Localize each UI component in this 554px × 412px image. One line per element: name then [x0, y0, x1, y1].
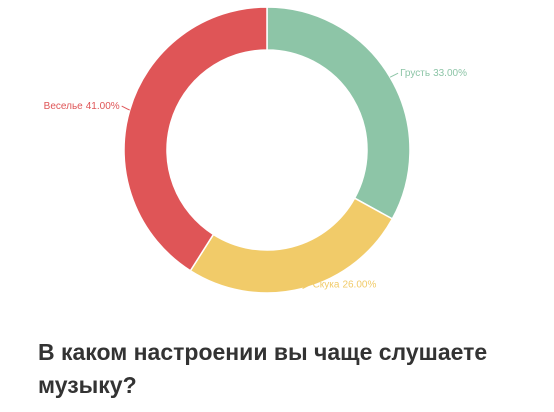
slice-name: Веселье — [44, 101, 84, 112]
leader-line — [121, 105, 130, 111]
leader-line — [302, 284, 311, 289]
slice-label: Грусть 33.00% — [400, 68, 467, 79]
donut-slice — [266, 6, 411, 220]
slice-value-label: 41.00% — [86, 101, 120, 112]
slice-label: Веселье 41.00% — [44, 101, 120, 112]
slice-value-label: 33.00% — [433, 68, 467, 79]
chart: Грусть 33.00% Скука 26.00% Веселье 41.00% — [44, 6, 467, 294]
slice-name: Скука — [313, 279, 340, 290]
leader-line — [389, 72, 399, 78]
slice-value-label: 26.00% — [342, 279, 376, 290]
donut-slice — [123, 6, 268, 272]
slice-label: Скука 26.00% — [313, 279, 377, 290]
question-title: В каком настроении вы чаще слушаете музы… — [38, 339, 488, 398]
slice-name: Грусть — [400, 68, 430, 79]
